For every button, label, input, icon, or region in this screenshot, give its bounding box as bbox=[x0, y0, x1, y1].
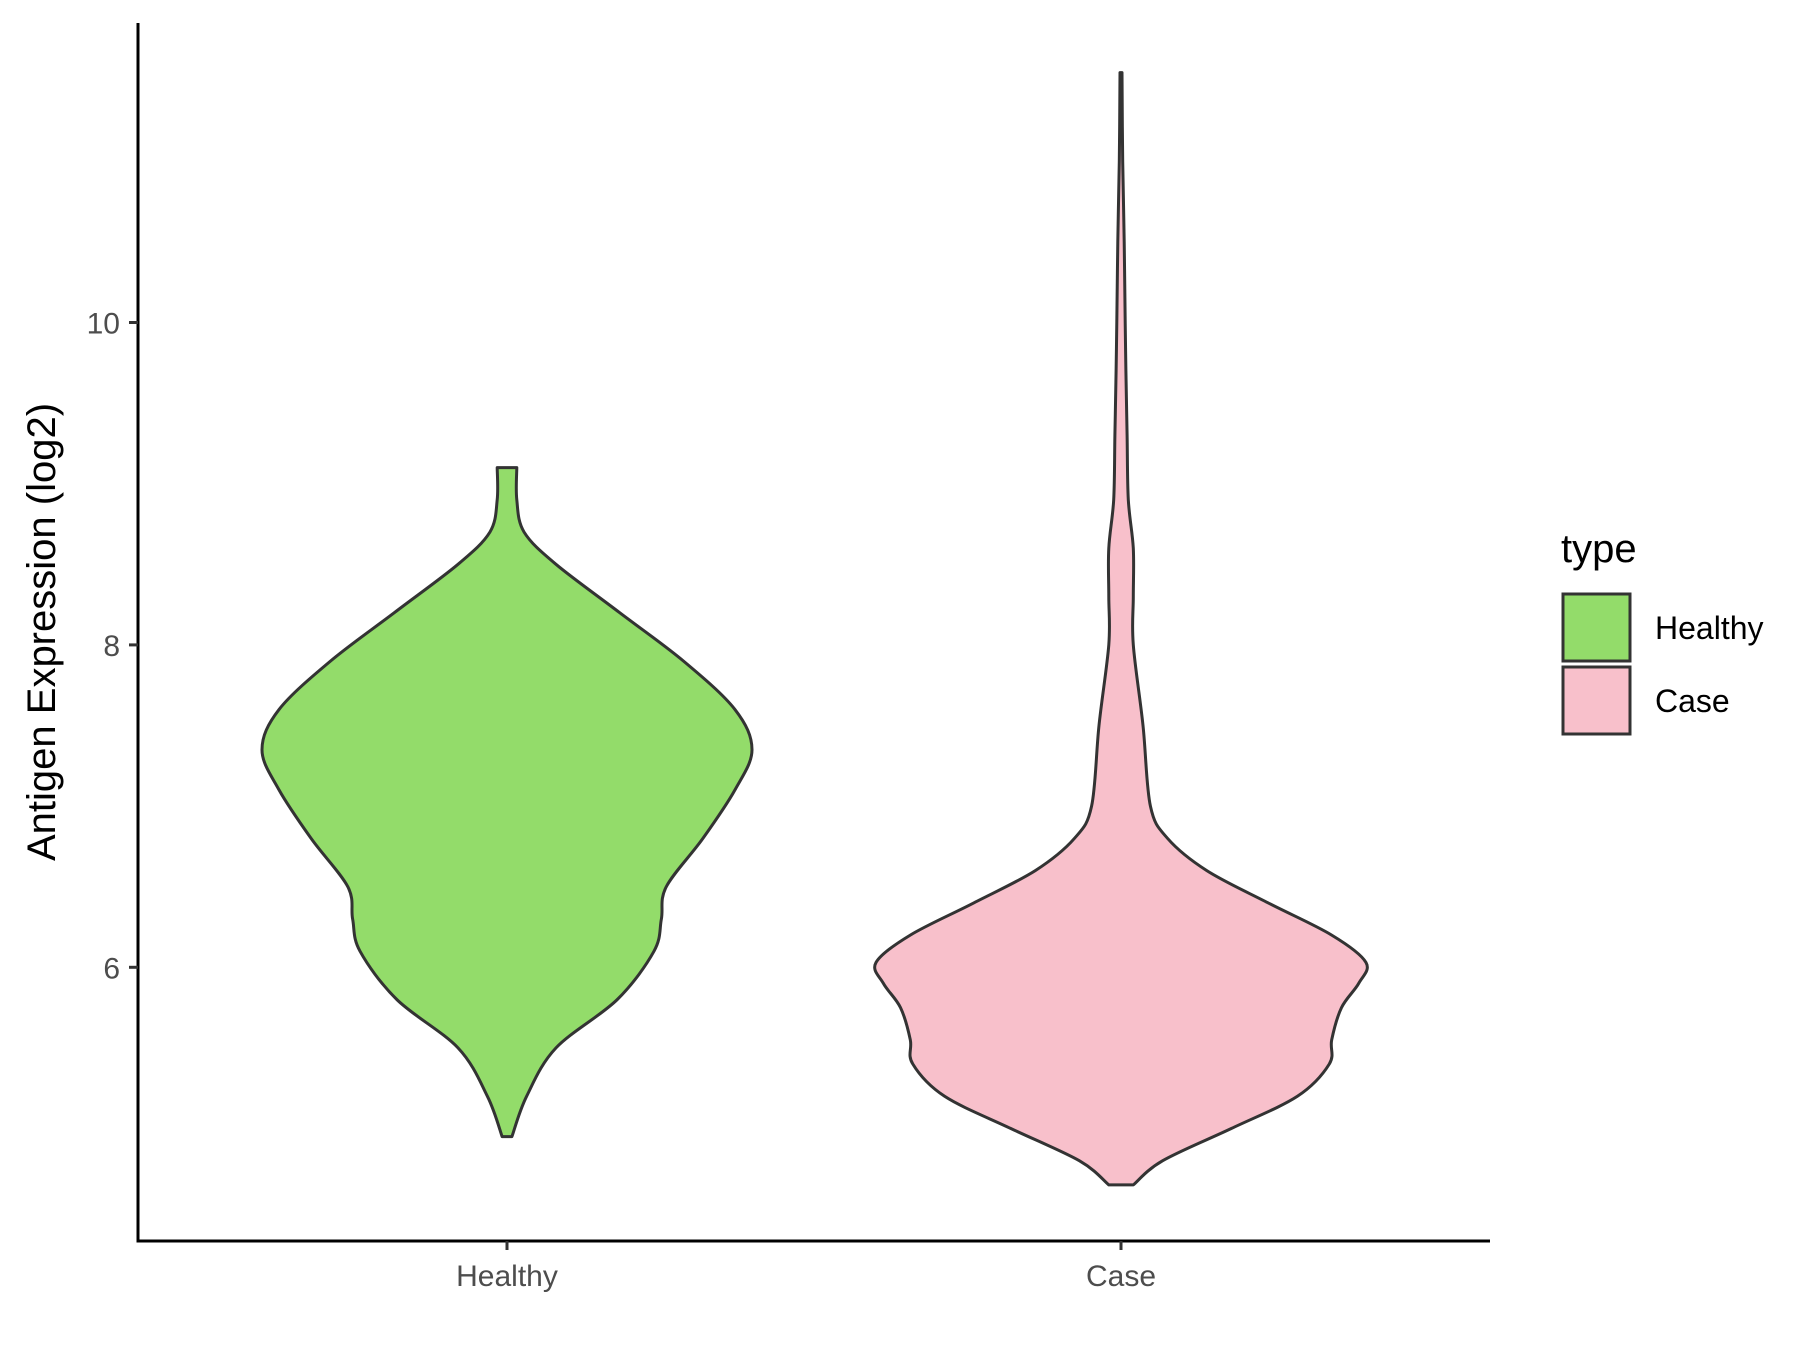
y-ticks: 6 8 10 bbox=[87, 308, 138, 985]
legend-key-healthy bbox=[1561, 592, 1632, 663]
violins-layer bbox=[260, 71, 1369, 1187]
y-tick-label: 6 bbox=[103, 952, 120, 985]
legend-title: type bbox=[1561, 527, 1637, 571]
legend-label-healthy: Healthy bbox=[1655, 610, 1764, 646]
legend-key-case bbox=[1561, 665, 1632, 736]
legend-items: Healthy Case bbox=[1561, 592, 1764, 736]
violin-case bbox=[873, 71, 1369, 1187]
violin-healthy bbox=[260, 466, 754, 1139]
x-tick-label-healthy: Healthy bbox=[456, 1260, 558, 1293]
y-tick-label: 10 bbox=[87, 308, 120, 341]
y-axis-title: Antigen Expression (log2) bbox=[20, 403, 64, 861]
y-tick-label: 8 bbox=[103, 630, 120, 663]
x-tick-label-case: Case bbox=[1086, 1260, 1156, 1293]
x-ticks: Healthy Case bbox=[456, 1241, 1156, 1293]
legend: type Healthy Case bbox=[1561, 527, 1764, 736]
legend-label-case: Case bbox=[1655, 683, 1730, 719]
